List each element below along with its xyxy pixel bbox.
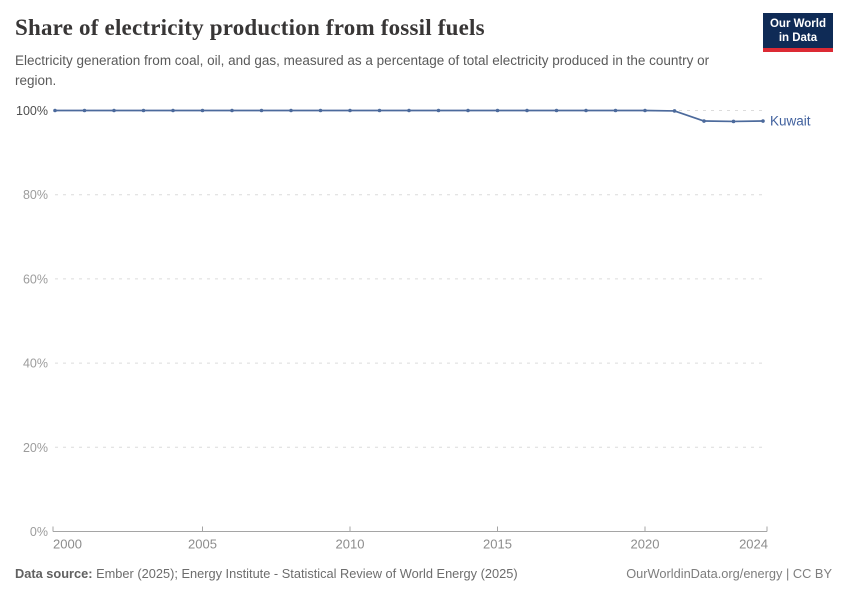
data-point-kuwait-2008[interactable] (289, 108, 293, 113)
data-source-text: Ember (2025); Energy Institute - Statist… (96, 566, 518, 581)
x-tick-label-2024: 2024 (739, 537, 768, 552)
data-point-kuwait-2018[interactable] (584, 108, 588, 113)
data-point-kuwait-2004[interactable] (171, 108, 175, 113)
data-point-kuwait-2024[interactable] (761, 119, 765, 123)
series-end-label-kuwait[interactable]: Kuwait (770, 114, 811, 129)
chart-subtitle: Electricity generation from coal, oil, a… (15, 53, 710, 88)
y-tick-label-60: 60% (23, 272, 48, 286)
data-point-kuwait-2010[interactable] (348, 108, 352, 113)
y-tick-label-0: 0% (30, 525, 48, 539)
data-point-kuwait-2009[interactable] (318, 108, 323, 113)
x-tick-label-2010: 2010 (336, 537, 365, 552)
data-source-note: Data source: Ember (2025); Energy Instit… (15, 566, 518, 581)
data-point-kuwait-2007[interactable] (259, 108, 264, 113)
data-point-kuwait-2006[interactable] (230, 108, 234, 113)
data-point-kuwait-2020[interactable] (643, 108, 647, 113)
credit-link[interactable]: OurWorldinData.org/energy | CC BY (626, 566, 832, 581)
data-point-kuwait-2022[interactable] (702, 119, 706, 123)
data-point-kuwait-2002[interactable] (112, 108, 116, 113)
y-tick-label-40: 40% (23, 357, 48, 371)
data-point-kuwait-2013[interactable] (436, 108, 441, 113)
data-point-kuwait-2012[interactable] (407, 108, 411, 113)
y-tick-label-100: 100% (16, 104, 48, 118)
line-chart-canvas: 0% 20% 40% 60% 80% 100% 2000 2005 2010 2015 2020 20… (16, 104, 811, 552)
page-title: Share of electricity production from fos… (15, 15, 485, 40)
data-point-kuwait-2017[interactable] (554, 108, 559, 113)
owid-logo-line1: Our World (769, 18, 826, 30)
x-tick-label-2000: 2000 (53, 537, 82, 552)
y-tick-label-20: 20% (23, 441, 48, 455)
owid-logo-line2: in Data (778, 32, 818, 44)
data-point-kuwait-2016[interactable] (525, 108, 529, 113)
owid-logo[interactable]: Our World in Data (762, 13, 833, 52)
data-point-kuwait-2023[interactable] (731, 119, 736, 124)
data-point-kuwait-2000[interactable] (53, 108, 57, 113)
y-tick-label-80: 80% (23, 188, 48, 202)
x-tick-label-2020: 2020 (631, 537, 660, 552)
data-point-kuwait-2003[interactable] (141, 108, 146, 113)
data-point-kuwait-2005[interactable] (200, 108, 205, 113)
data-point-kuwait-2001[interactable] (82, 108, 87, 113)
data-point-kuwait-2015[interactable] (495, 108, 500, 113)
data-point-kuwait-2019[interactable] (613, 108, 618, 113)
data-source-label: Data source: (15, 566, 93, 581)
data-point-kuwait-2014[interactable] (466, 108, 470, 113)
x-tick-label-2005: 2005 (188, 537, 217, 552)
data-point-kuwait-2011[interactable] (377, 108, 382, 113)
data-point-kuwait-2021[interactable] (672, 109, 677, 113)
x-tick-label-2015: 2015 (483, 537, 512, 552)
